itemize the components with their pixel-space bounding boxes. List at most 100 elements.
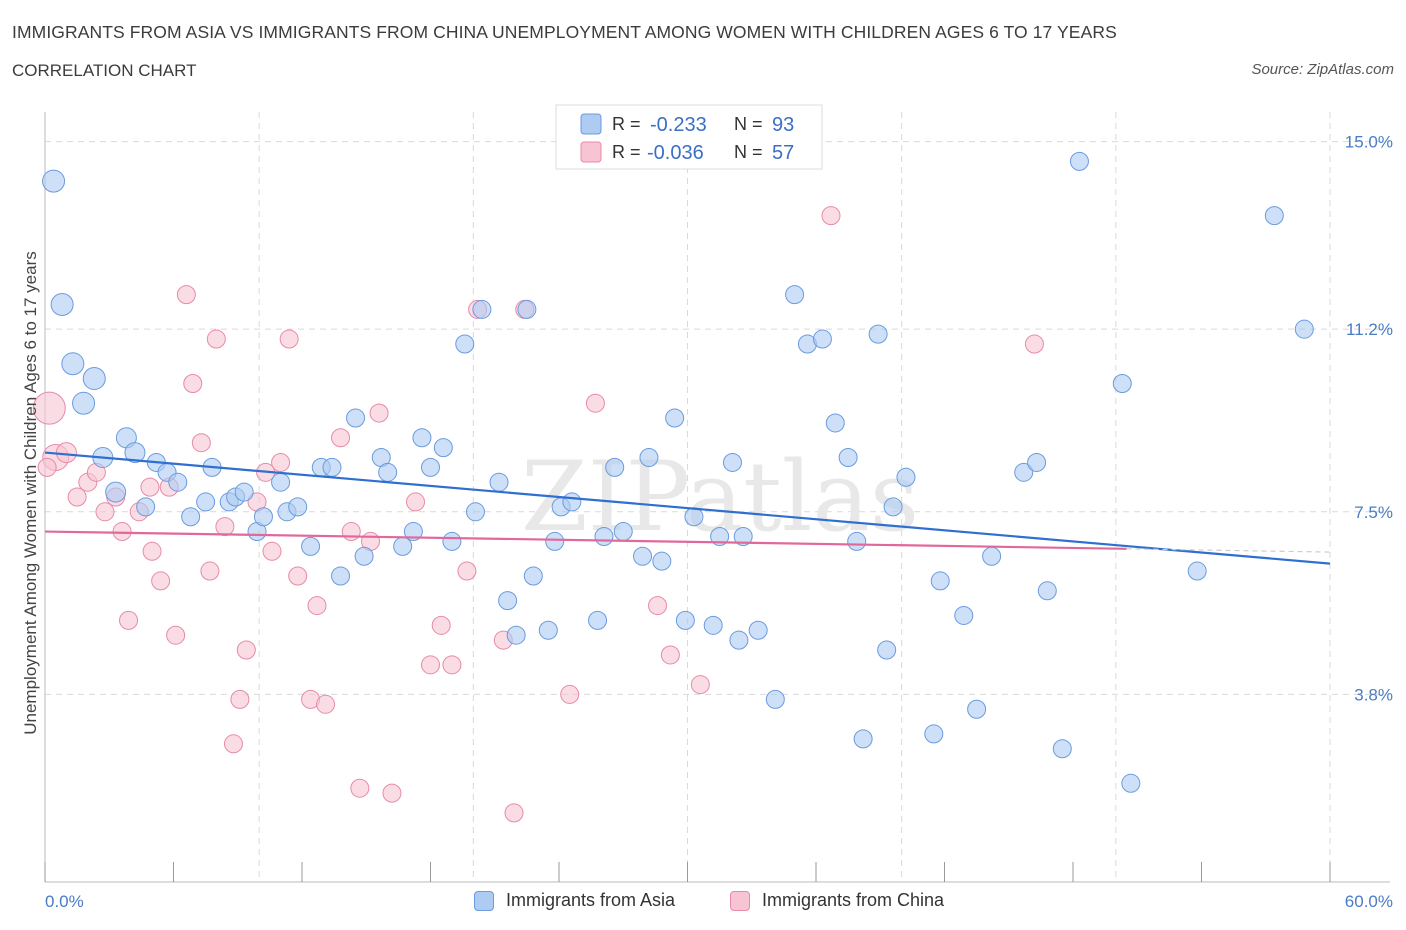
data-point-asia xyxy=(924,724,944,744)
series-asia-points xyxy=(42,151,1314,793)
data-point-asia xyxy=(1294,319,1314,339)
data-point-china xyxy=(230,689,250,709)
legend-r-label-asia: R = xyxy=(612,114,641,134)
data-point-asia xyxy=(896,467,916,487)
legend-n-value-china: 57 xyxy=(772,142,794,164)
data-point-china xyxy=(585,393,605,413)
data-point-asia xyxy=(847,531,867,551)
data-point-asia xyxy=(61,352,85,376)
data-point-asia xyxy=(613,522,633,542)
data-point-asia xyxy=(684,507,704,527)
source-label: Source: ZipAtlas.com xyxy=(1251,61,1394,78)
data-point-asia xyxy=(703,615,723,635)
grid-lines xyxy=(45,112,1390,882)
bottom-legend-item-china: Immigrants from China xyxy=(730,890,944,911)
data-point-china xyxy=(690,675,710,695)
data-point-asia xyxy=(1187,561,1207,581)
data-point-asia xyxy=(765,689,785,709)
data-point-asia xyxy=(883,497,903,517)
bottom-legend-swatch-china xyxy=(730,890,750,911)
data-point-asia xyxy=(633,546,653,566)
x-tick-label-left: 0.0% xyxy=(45,892,84,911)
data-point-asia xyxy=(72,391,96,415)
data-point-china xyxy=(271,452,291,472)
data-point-asia xyxy=(403,522,423,542)
data-point-asia xyxy=(346,408,366,428)
data-point-asia xyxy=(378,462,398,482)
data-point-asia xyxy=(930,571,950,591)
legend-r-label-china: R = xyxy=(612,142,641,162)
data-point-asia xyxy=(748,620,768,640)
y-tick-label: 3.8% xyxy=(1354,685,1393,704)
data-point-china xyxy=(560,684,580,704)
data-point-asia xyxy=(1027,452,1047,472)
trend-lines xyxy=(44,451,1331,565)
data-point-asia xyxy=(506,625,526,645)
data-point-china xyxy=(32,391,66,425)
data-point-asia xyxy=(42,169,66,193)
data-point-asia xyxy=(523,566,543,586)
legend-swatch-asia xyxy=(580,113,602,135)
data-point-china xyxy=(331,428,351,448)
data-point-china xyxy=(191,433,211,453)
trend-line-asia xyxy=(44,451,1331,565)
data-point-china xyxy=(442,655,462,675)
data-point-asia xyxy=(729,630,749,650)
legend-n-label-china: N = xyxy=(734,142,763,162)
data-point-asia xyxy=(982,546,1002,566)
data-point-asia xyxy=(675,610,695,630)
data-point-china xyxy=(223,734,243,754)
data-point-china xyxy=(350,778,370,798)
data-point-asia xyxy=(168,472,188,492)
data-point-china xyxy=(142,541,162,561)
data-point-china xyxy=(457,561,477,581)
data-point-china xyxy=(206,329,226,349)
data-point-asia xyxy=(442,531,462,551)
data-point-china xyxy=(279,329,299,349)
data-point-asia xyxy=(1264,206,1284,226)
data-point-asia xyxy=(498,591,518,611)
data-point-china xyxy=(307,596,327,616)
data-point-asia xyxy=(1121,773,1141,793)
data-point-asia xyxy=(50,293,74,316)
data-point-asia xyxy=(588,610,608,630)
data-point-asia xyxy=(538,620,558,640)
data-point-asia xyxy=(954,605,974,625)
data-point-asia xyxy=(838,448,858,468)
data-point-asia xyxy=(877,640,897,660)
data-point-asia xyxy=(853,729,873,749)
data-point-asia xyxy=(331,566,351,586)
data-point-asia xyxy=(517,299,537,319)
data-point-china xyxy=(55,442,77,464)
data-point-asia xyxy=(433,438,453,458)
data-point-china xyxy=(316,694,336,714)
y-tick-labels: 3.8% 7.5% 11.2% 15.0% xyxy=(1345,133,1393,705)
data-point-china xyxy=(37,457,57,477)
bottom-legend-label-asia: Immigrants from Asia xyxy=(506,890,676,910)
data-point-china xyxy=(183,373,203,393)
data-point-asia xyxy=(1014,462,1034,482)
data-point-asia xyxy=(105,481,127,503)
data-point-asia xyxy=(545,531,565,551)
legend-swatch-china xyxy=(580,141,602,163)
data-point-asia xyxy=(733,526,753,546)
data-point-asia xyxy=(288,497,308,517)
data-point-china xyxy=(200,561,220,581)
bottom-legend-label-china: Immigrants from China xyxy=(762,890,945,910)
data-point-china xyxy=(166,625,186,645)
y-tick-label: 15.0% xyxy=(1345,133,1393,152)
axes xyxy=(44,112,1390,883)
data-point-asia xyxy=(322,457,342,477)
data-point-china xyxy=(660,645,680,665)
data-point-asia xyxy=(665,408,685,428)
bottom-legend-item-asia: Immigrants from Asia xyxy=(474,890,675,911)
data-point-asia xyxy=(393,536,413,556)
data-point-asia xyxy=(301,536,321,556)
chart-title: IMMIGRANTS FROM ASIA VS IMMIGRANTS FROM … xyxy=(12,22,1117,42)
top-legend: R = -0.233 N = 93 R = -0.036 N = 57 xyxy=(555,104,823,170)
data-point-asia xyxy=(253,507,273,527)
data-point-china xyxy=(504,803,524,823)
legend-n-value-asia: 93 xyxy=(772,114,794,136)
data-point-asia xyxy=(722,452,742,472)
